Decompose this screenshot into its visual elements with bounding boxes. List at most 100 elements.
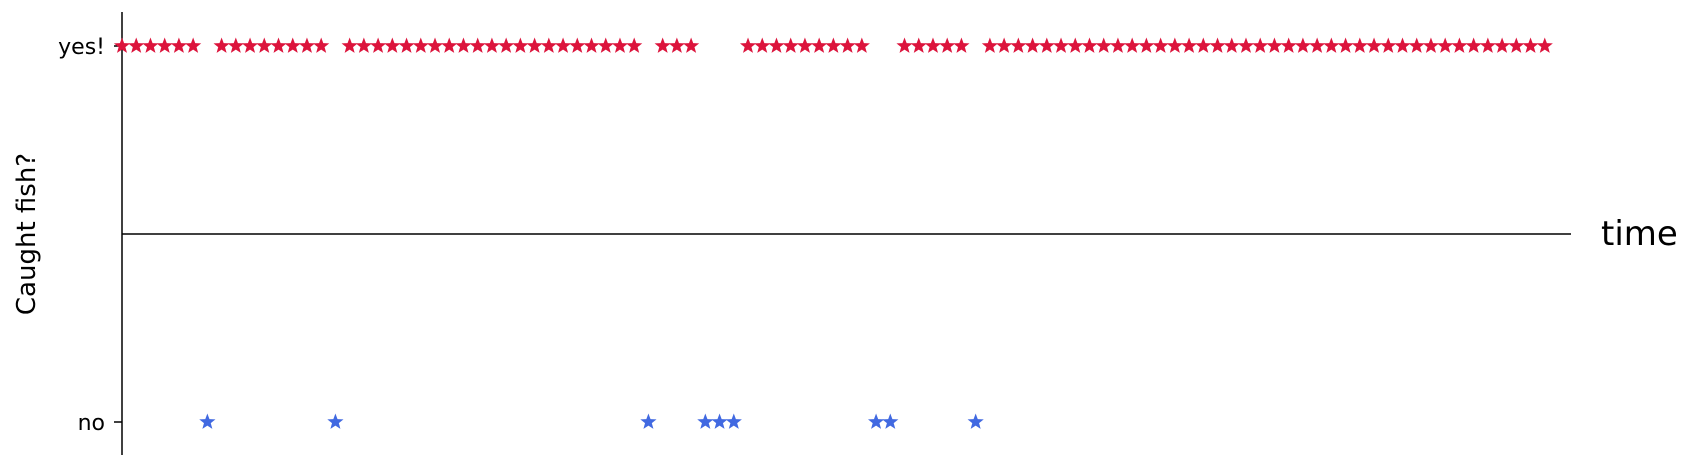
catch-star [939,37,956,53]
catch-star [1479,37,1496,53]
catch-star [1323,37,1340,53]
catch-star [1351,37,1368,53]
catch-star [569,37,586,53]
catch-star [796,37,814,53]
catch-star [554,37,572,53]
catch-star [483,37,500,53]
catch-star [1380,37,1397,53]
catch-star [498,37,515,53]
no-catch-star [640,413,657,429]
catch-star [1536,37,1553,53]
catch-star [1522,37,1539,53]
catch-star [1081,37,1098,53]
catch-star [754,37,771,53]
catch-star [1237,37,1255,53]
catch-star [441,37,458,53]
y-axis: yes! no Caught fish? [12,12,123,455]
catch-star [213,37,230,53]
catch-star [953,37,970,53]
catch-star [782,37,799,53]
catch-star [185,37,202,53]
y-axis-title: Caught fish? [12,153,42,315]
catch-star [1394,37,1411,53]
catch-star [426,37,444,53]
catch-star [910,37,927,53]
catch-star [1095,37,1112,53]
catch-star [996,37,1013,53]
catch-star [1465,37,1482,53]
catch-star [668,37,685,53]
catch-star [1451,37,1468,53]
catch-star [611,37,629,53]
catch-star [1437,37,1454,53]
catch-star [1152,37,1169,53]
no-catch-star [882,413,899,429]
catch-star [1252,37,1269,53]
catch-star [341,37,358,53]
catch-star [298,37,316,53]
catch-star [284,37,301,53]
catch-star [839,37,856,53]
catch-star [1337,37,1354,53]
catch-star [412,37,429,53]
catch-star [128,37,145,53]
catch-star [1181,37,1198,53]
catch-star [1422,37,1440,53]
catch-star [924,37,942,53]
catch-star [1166,37,1183,53]
catch-star [113,37,131,53]
catch-star [597,37,614,53]
no-catch-star [711,413,728,429]
catch-star [469,37,486,53]
catch-star [256,37,273,53]
catch-star [355,37,372,53]
catch-star [853,37,870,53]
catch-star [683,37,700,53]
catch-star [768,37,785,53]
catch-star [156,37,173,53]
catch-star [1280,37,1297,53]
catch-star [398,37,415,53]
y-tick-label-yes: yes! [58,35,105,60]
catch-star [811,37,828,53]
catch-star [1109,37,1127,53]
no-catch-star [725,413,742,429]
catch-star [1294,37,1311,53]
no-catch-star [867,413,885,429]
catch-star [526,37,543,53]
catch-star [1223,37,1240,53]
catch-star [384,37,401,53]
catch-star [455,37,472,53]
catch-star [583,37,600,53]
catch-star [896,37,913,53]
catch-star [512,37,529,53]
catch-star [313,37,330,53]
catch-star [370,37,387,53]
catch-star [1195,37,1212,53]
catch-star [1365,37,1383,53]
catch-star [1010,37,1027,53]
catch-star [1266,37,1283,53]
catch-star [1067,37,1084,53]
plot-area [113,37,1553,429]
no-catch-star [199,413,216,429]
time-axis-title: time [1601,214,1678,254]
catch-star [540,37,557,53]
catch-star [825,37,842,53]
catch-star [1138,37,1155,53]
catch-star [1052,37,1070,53]
catch-star [270,37,287,53]
catch-star [1024,37,1041,53]
catch-star [1038,37,1055,53]
catch-star [654,37,671,53]
y-tick-label-no: no [78,411,105,436]
catch-star [1209,37,1226,53]
catch-star [1494,37,1511,53]
catch-star [142,37,159,53]
catch-star [1124,37,1141,53]
catch-star [1508,37,1525,53]
catch-star [626,37,643,53]
catch-star [739,37,757,53]
catch-star [1309,37,1326,53]
